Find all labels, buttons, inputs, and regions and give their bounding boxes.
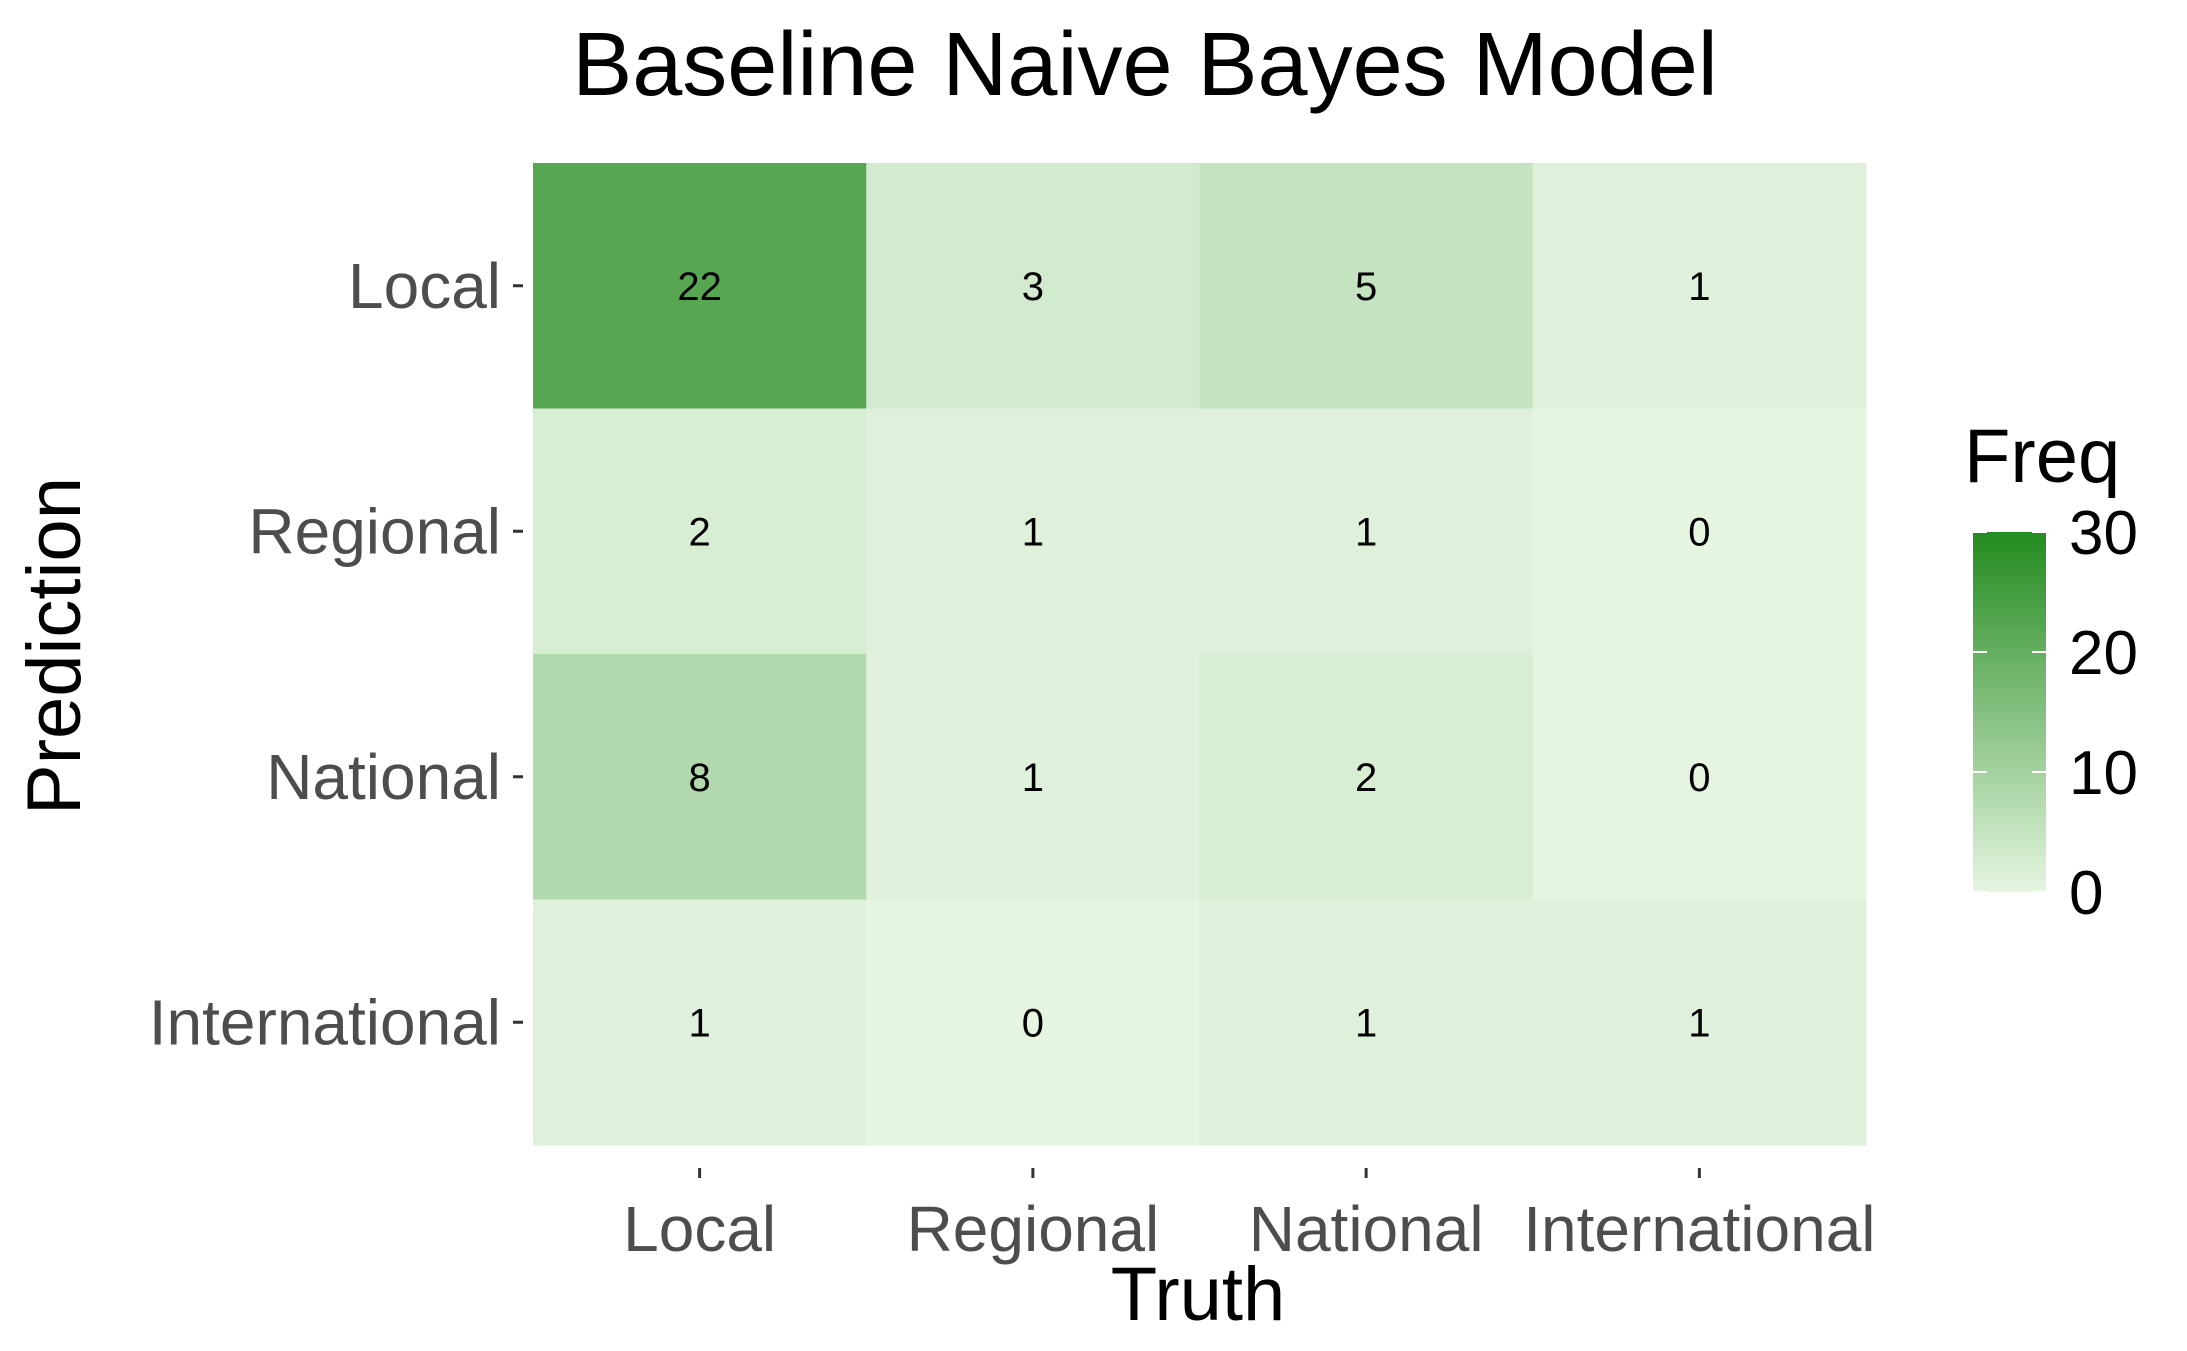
heatmap-cell	[1532, 408, 1867, 655]
cell-value-label: 0	[1688, 756, 1710, 800]
cell-value-label: 1	[1022, 510, 1044, 554]
heatmap-cell	[533, 654, 867, 900]
cell-value-label: 1	[1688, 265, 1710, 309]
heatmap-cell	[866, 408, 1200, 655]
heatmap-cell	[1199, 408, 1534, 655]
cell-value-label: 2	[1355, 756, 1377, 800]
x-tick-label: Regional	[907, 1193, 1160, 1265]
cell-value-label: 8	[689, 756, 711, 800]
heatmap-cell	[533, 899, 867, 1146]
x-tick-label: Local	[623, 1193, 776, 1265]
heatmap-cell	[1532, 654, 1867, 900]
legend-tick-label: 30	[2069, 499, 2138, 568]
color-legend: Freq 0 10 20 30	[1964, 414, 2138, 928]
cell-value-label: 3	[1022, 265, 1044, 309]
cell-value-label: 1	[1355, 510, 1377, 554]
heatmap-cell	[1199, 163, 1534, 409]
chart-title: Baseline Naive Bayes Model	[572, 15, 1718, 115]
heatmap-cells	[533, 163, 1867, 1146]
heatmap-cell	[1532, 899, 1867, 1146]
y-tick-label: International	[149, 986, 501, 1058]
legend-ticks: 0 10 20 30	[1973, 499, 2138, 928]
heatmap-cell	[1532, 163, 1867, 409]
heatmap-cell	[533, 163, 867, 409]
legend-colorbar	[1973, 532, 2046, 892]
heatmap-cell	[866, 899, 1200, 1146]
legend-title: Freq	[1964, 414, 2120, 499]
x-axis-title: Truth	[1111, 1252, 1286, 1337]
legend-tick-label: 20	[2069, 619, 2138, 688]
x-axis: Local Regional National International	[623, 1168, 1876, 1265]
heatmap-cell-labels: 22 3 5 1 2 1 1 0 8 1 2 0 1 0 1 1	[677, 265, 1710, 1046]
y-tick-label: Regional	[248, 495, 501, 567]
heatmap-cell	[866, 654, 1200, 900]
y-tick-label: Local	[348, 250, 501, 322]
y-axis-title: Prediction	[12, 477, 97, 815]
heatmap-cell	[1199, 899, 1534, 1146]
cell-value-label: 1	[1355, 1001, 1377, 1045]
x-tick-label: International	[1523, 1193, 1875, 1265]
cell-value-label: 22	[677, 265, 722, 309]
cell-value-label: 1	[1688, 1001, 1710, 1045]
cell-value-label: 0	[1022, 1001, 1044, 1045]
legend-tick-label: 0	[2069, 859, 2103, 928]
y-axis: Local Regional National International	[149, 250, 523, 1058]
y-tick-label: National	[266, 741, 501, 813]
cell-value-label: 1	[689, 1001, 711, 1045]
cell-value-label: 1	[1022, 756, 1044, 800]
cell-value-label: 0	[1688, 510, 1710, 554]
heatmap-cell	[1199, 654, 1534, 900]
legend-tick-label: 10	[2069, 739, 2138, 808]
cell-value-label: 5	[1355, 265, 1377, 309]
cell-value-label: 2	[689, 510, 711, 554]
heatmap-cell	[533, 408, 867, 655]
heatmap-cell	[866, 163, 1200, 409]
x-tick-label: National	[1249, 1193, 1484, 1265]
